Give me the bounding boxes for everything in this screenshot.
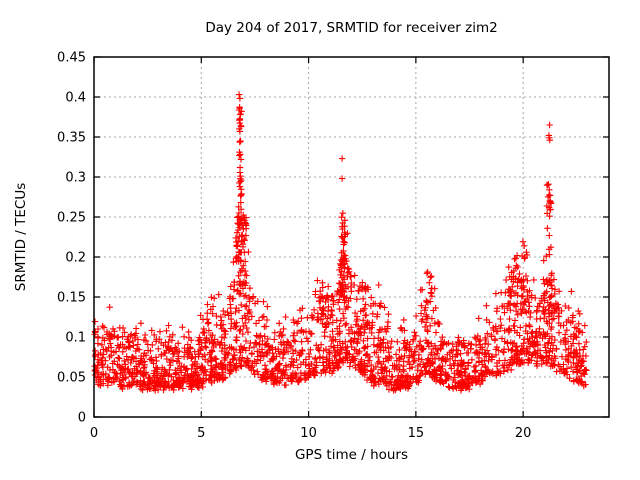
- y-tick-label: 0.35: [57, 131, 86, 146]
- x-tick-label: 0: [90, 426, 98, 441]
- x-tick-label: 5: [197, 426, 205, 441]
- data-point-layer: [91, 91, 590, 394]
- x-tick-label: 10: [300, 426, 317, 441]
- y-tick-label: 0.3: [65, 171, 86, 186]
- plot-border: [93, 56, 610, 418]
- y-tick-label: 0.2: [65, 251, 86, 266]
- grid-layer: [94, 57, 609, 417]
- x-tick-label: 15: [408, 426, 425, 441]
- y-tick-label: 0.1: [65, 331, 86, 346]
- y-tick-label: 0.45: [57, 51, 86, 66]
- y-tick-label: 0.15: [57, 291, 86, 306]
- chart-title: Day 204 of 2017, SRMTID for receiver zim…: [205, 20, 498, 36]
- y-tick-label: 0: [78, 411, 86, 426]
- x-axis-label: GPS time / hours: [294, 447, 409, 463]
- y-tick-label: 0.25: [57, 211, 86, 226]
- x-tick-label: 20: [515, 426, 532, 441]
- y-tick-label: 0.4: [65, 91, 86, 106]
- y-tick-label: 0.05: [57, 371, 86, 386]
